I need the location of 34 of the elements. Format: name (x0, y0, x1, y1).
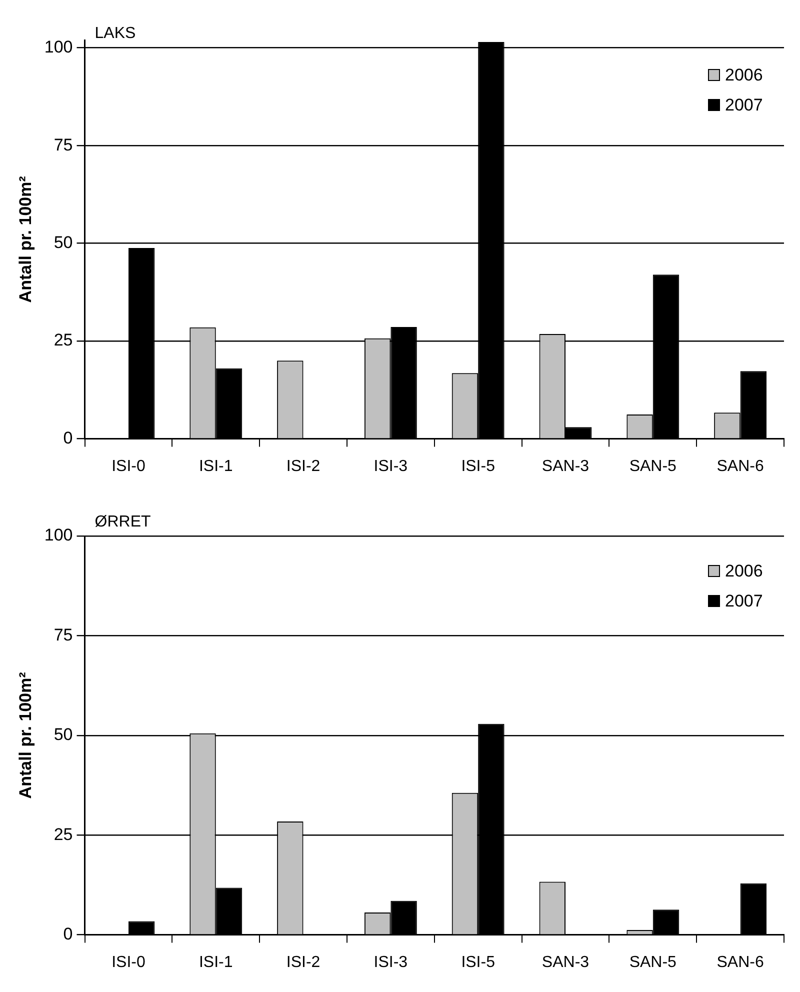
y-tick-label: 0 (63, 924, 73, 944)
x-tick-label: ISI-1 (198, 954, 233, 971)
x-tick-label: SAN-6 (716, 954, 764, 971)
y-axis-title: Antall pr. 100m² (16, 672, 35, 799)
y-tick-label: 75 (54, 625, 73, 644)
y-tick-label: 75 (54, 135, 73, 154)
legend-label: 2007 (725, 592, 763, 611)
x-tick-label: SAN-3 (542, 458, 590, 475)
legend-label: 2006 (725, 562, 763, 581)
chart-title: ØRRET (94, 513, 151, 530)
y-tick-label: 100 (44, 526, 73, 545)
x-tick-label: SAN-3 (542, 954, 590, 971)
x-tick-label: ISI-3 (374, 954, 408, 971)
x-tick-label: ISI-0 (112, 458, 146, 475)
x-tick-label: ISI-5 (461, 954, 496, 971)
y-tick-label: 100 (44, 38, 73, 57)
legend-label: 2007 (725, 96, 763, 115)
x-tick-label: ISI-3 (374, 458, 408, 475)
y-tick-label: 25 (54, 824, 73, 844)
y-axis-title: Antall pr. 100m² (16, 176, 35, 303)
x-tick-label: ISI-5 (461, 458, 496, 475)
x-tick-label: SAN-5 (629, 458, 677, 475)
x-tick-label: ISI-1 (198, 458, 233, 475)
y-tick-label: 50 (54, 232, 73, 252)
y-tick-label: 0 (63, 428, 73, 448)
x-tick-label: SAN-5 (629, 954, 677, 971)
x-tick-label: SAN-6 (716, 458, 764, 475)
x-tick-label: ISI-2 (286, 954, 320, 971)
legend-label: 2006 (725, 66, 763, 85)
y-tick-label: 50 (54, 725, 73, 744)
x-tick-label: ISI-2 (286, 458, 320, 475)
x-tick-label: ISI-0 (112, 954, 146, 971)
y-tick-label: 25 (54, 330, 73, 350)
chart-title: LAKS (94, 25, 136, 42)
